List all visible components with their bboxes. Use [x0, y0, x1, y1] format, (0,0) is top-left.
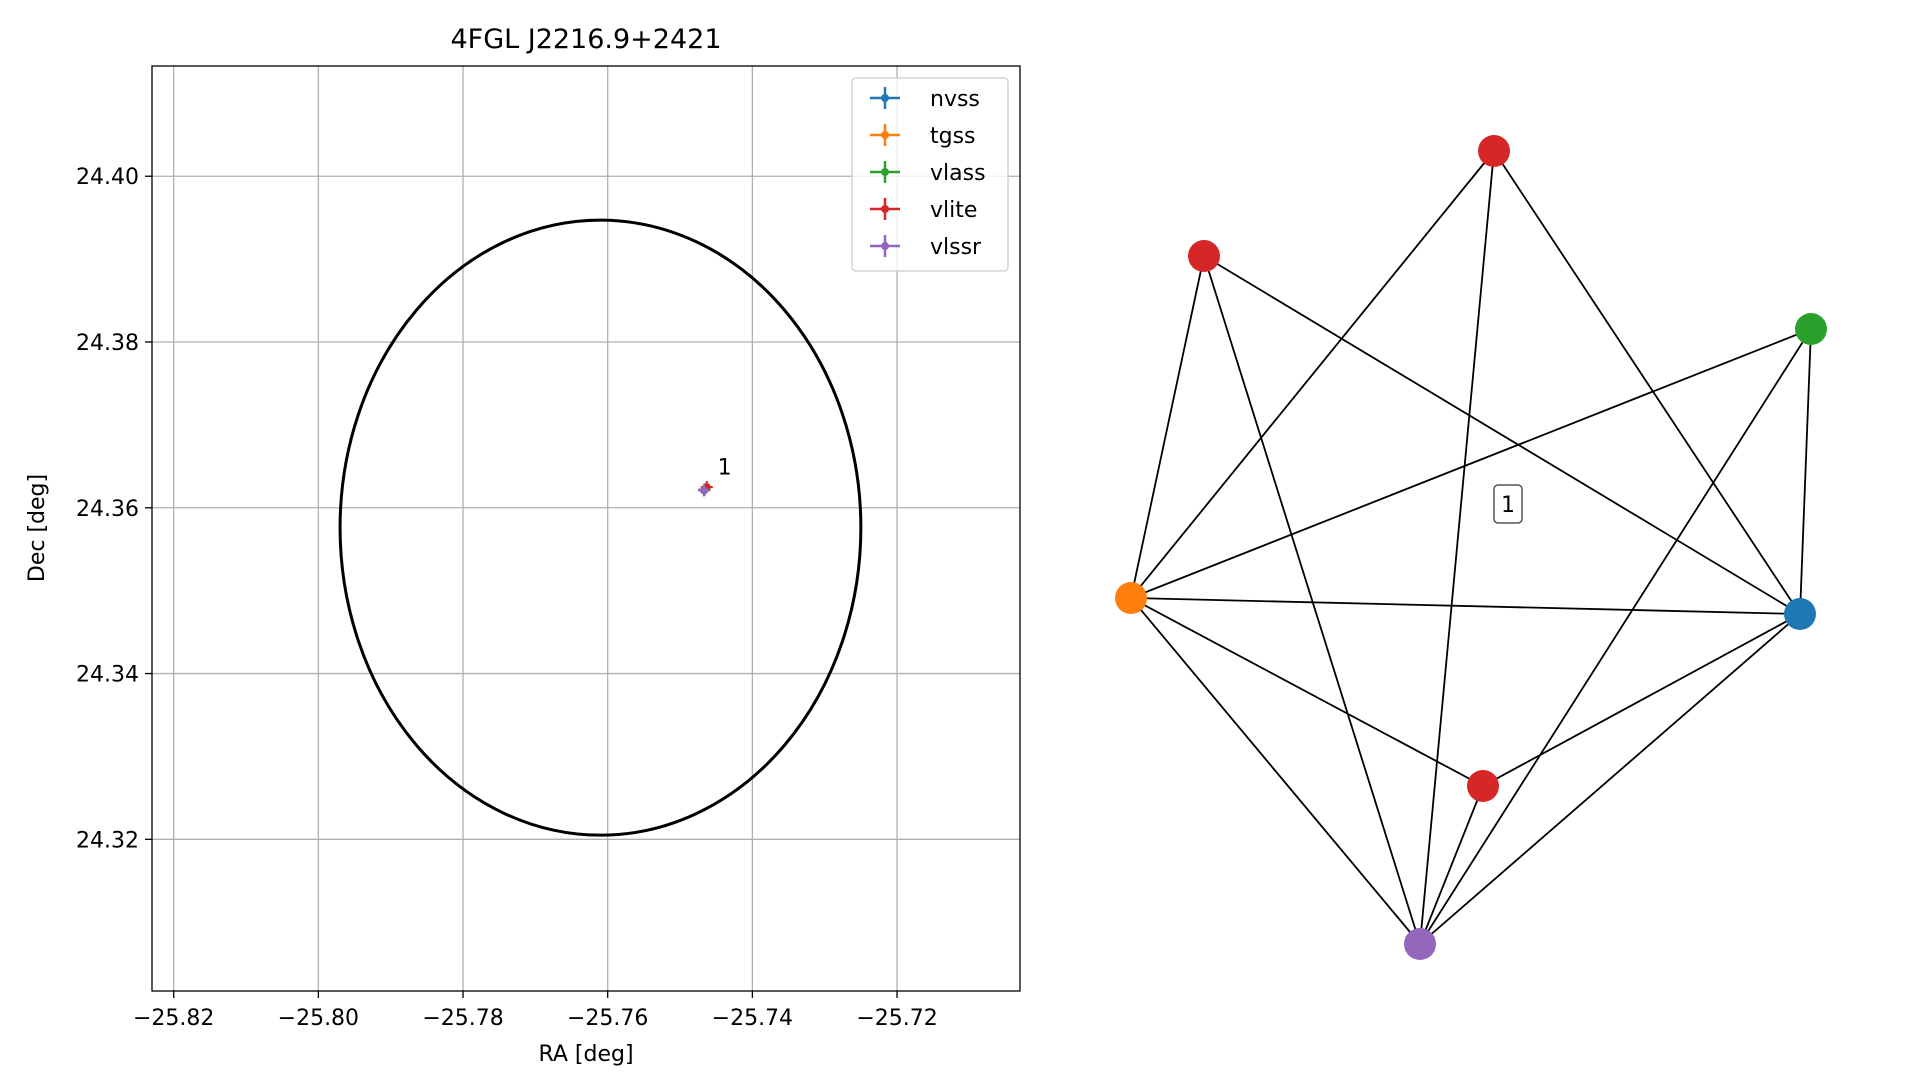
legend-label: nvss	[930, 87, 980, 112]
scatter-panel: 4FGL J2216.9+2421 1 −25.82 −25.80 −25.78 −2…	[25, 24, 1021, 1067]
edge-vlite-left-tgss	[1130, 255, 1205, 599]
edge-vlass-nvss	[1799, 328, 1812, 615]
ellipse-layer	[338, 218, 863, 837]
x-axis-label: RA [deg]	[538, 1042, 633, 1067]
error-ellipse	[338, 218, 863, 837]
point-annotation: 1	[718, 456, 732, 481]
x-tick-label: −25.80	[278, 1006, 359, 1031]
legend-entries: nvss tgss vlass vlite vlssr	[870, 87, 986, 260]
edge-vlass-tgss	[1130, 328, 1812, 599]
x-tick-label: −25.82	[133, 1006, 214, 1031]
node-vlass	[1795, 313, 1827, 345]
y-axis-label: Dec [deg]	[25, 474, 50, 582]
y-axis-ticks: 24.32 24.34 24.36 24.38 24.40	[76, 165, 152, 853]
edge-vlite-top-nvss	[1493, 150, 1801, 615]
legend-label: tgss	[930, 124, 976, 149]
edge-nvss-vlite-bottom	[1482, 613, 1801, 787]
point-vlssr	[699, 486, 708, 495]
edge-vlite-bottom-vlssr	[1419, 785, 1484, 945]
network-panel: 1	[1115, 135, 1827, 960]
node-vlite-top	[1478, 135, 1510, 167]
legend-entry-vlite: vlite	[870, 198, 977, 223]
legend-box	[851, 77, 1009, 272]
legend-label: vlite	[930, 198, 977, 223]
legend-marker-dot	[881, 242, 889, 250]
edge-tgss-nvss	[1130, 597, 1801, 615]
y-tick-label: 24.40	[76, 165, 139, 190]
network-label-text: 1	[1501, 493, 1515, 518]
chart-title: 4FGL J2216.9+2421	[450, 24, 721, 55]
annotations: 1	[718, 456, 732, 481]
legend: nvss tgss vlass vlite vlssr	[851, 77, 1009, 272]
legend-entry-vlssr: vlssr	[870, 235, 982, 260]
network-label: 1	[1493, 484, 1523, 524]
legend-entry-nvss: nvss	[870, 87, 980, 112]
legend-label: vlass	[930, 161, 986, 186]
legend-entry-tgss: tgss	[870, 124, 976, 149]
edge-tgss-vlssr	[1130, 597, 1421, 945]
edge-vlite-top-vlssr	[1419, 150, 1495, 945]
node-vlite-bottom	[1467, 770, 1499, 802]
edge-nvss-vlssr	[1419, 613, 1801, 945]
y-tick-label: 24.38	[76, 331, 139, 356]
node-nvss	[1784, 598, 1816, 630]
network-label-box	[1493, 484, 1523, 524]
x-tick-label: −25.74	[712, 1006, 793, 1031]
node-vlssr	[1404, 928, 1436, 960]
plot-frame	[151, 65, 1021, 992]
network-edges	[1130, 150, 1812, 945]
legend-entry-vlass: vlass	[870, 161, 986, 186]
legend-marker-dot	[881, 168, 889, 176]
x-tick-label: −25.72	[856, 1006, 937, 1031]
node-vlite-left	[1188, 240, 1220, 272]
legend-marker-dot	[881, 131, 889, 139]
x-axis-ticks: −25.82 −25.80 −25.78 −25.76 −25.74 −25.72	[133, 991, 938, 1031]
edge-vlass-vlssr	[1419, 328, 1812, 945]
edge-tgss-vlite-bottom	[1130, 597, 1484, 787]
network-nodes	[1115, 135, 1827, 960]
edge-vlite-left-vlssr	[1203, 255, 1421, 945]
legend-label: vlssr	[930, 235, 982, 260]
legend-marker-dot	[881, 205, 889, 213]
y-tick-label: 24.34	[76, 663, 139, 688]
edge-vlite-left-nvss	[1203, 255, 1801, 615]
x-tick-label: −25.78	[422, 1006, 503, 1031]
edge-vlite-top-tgss	[1130, 150, 1495, 599]
y-tick-label: 24.36	[76, 497, 139, 522]
data-points	[697, 481, 713, 497]
legend-marker-dot	[881, 94, 889, 102]
x-tick-label: −25.76	[567, 1006, 648, 1031]
node-tgss	[1115, 582, 1147, 614]
y-tick-label: 24.32	[76, 828, 139, 853]
